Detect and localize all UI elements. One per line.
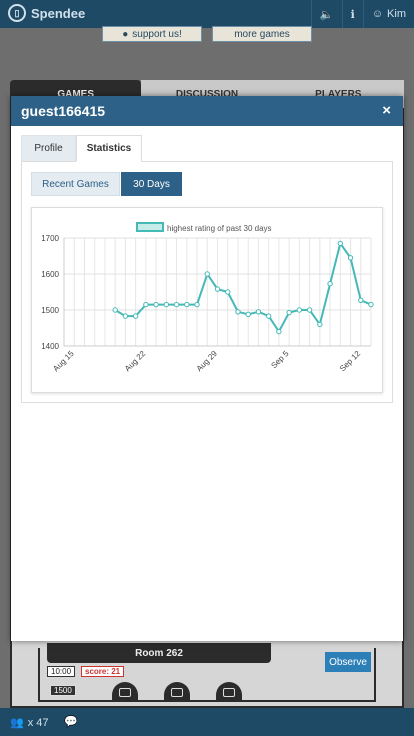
- tab-statistics[interactable]: Statistics: [76, 135, 142, 162]
- y-tick-label: 1700: [41, 234, 59, 243]
- series-points: [112, 240, 374, 335]
- legend-swatch: [136, 222, 164, 232]
- room-title: Room 262: [47, 643, 271, 663]
- data-point: [214, 286, 221, 292]
- support-button[interactable]: ● support us!: [102, 26, 202, 42]
- data-point: [306, 307, 313, 313]
- y-axis: 1400 1500 1600 1700: [41, 234, 59, 351]
- rating-chart: 1400 1500 1600 1700 Aug 15 Aug 22 Aug 29 Sep 5…: [31, 207, 383, 393]
- user-name: Kim: [387, 8, 406, 20]
- user-icon: ☺: [371, 8, 384, 20]
- observe-button[interactable]: Observe: [325, 652, 371, 672]
- data-point: [163, 301, 170, 308]
- data-point: [255, 309, 262, 315]
- data-point: [173, 301, 180, 308]
- chart-legend: highest rating of past 30 days: [136, 222, 272, 233]
- data-point: [132, 313, 139, 319]
- x-tick-label: Sep 5: [269, 349, 291, 371]
- data-point: [194, 301, 200, 308]
- online-count: x 47: [27, 716, 49, 729]
- modal-title: guest166415: [21, 103, 106, 119]
- info-icon: ℹ: [350, 8, 355, 21]
- bottom-bar: 👥 x 47 💬: [0, 708, 414, 736]
- data-point: [235, 309, 241, 315]
- top-bar: ▯ Spendee 🔈 ℹ ☺ Kim: [0, 0, 414, 28]
- sound-button[interactable]: 🔈: [310, 0, 342, 28]
- chart-grid: [63, 237, 372, 347]
- player-modal: guest166415 × Profile Statistics Recent …: [11, 96, 403, 641]
- statistics-panel: Recent Games 30 Days 1400 1500 1600 1700 Au…: [21, 162, 393, 403]
- data-point: [143, 301, 149, 308]
- y-tick-label: 1500: [41, 306, 59, 315]
- seat-icon[interactable]: [164, 682, 190, 702]
- data-point: [317, 321, 323, 328]
- seat-icon[interactable]: [216, 682, 242, 702]
- data-point: [327, 281, 333, 287]
- close-icon[interactable]: ×: [382, 102, 391, 119]
- rating-chart-svg: 1400 1500 1600 1700 Aug 15 Aug 22 Aug 29 Sep 5…: [41, 222, 374, 374]
- data-point: [204, 271, 210, 277]
- data-point: [184, 301, 190, 308]
- player-rating: 1500: [50, 685, 76, 696]
- stats-subtabs: Recent Games 30 Days: [31, 172, 182, 196]
- series-line: [114, 241, 372, 334]
- modal-tabs: Profile Statistics: [21, 135, 393, 162]
- data-point: [296, 307, 303, 313]
- support-label: support us!: [132, 28, 182, 40]
- data-point: [368, 301, 374, 308]
- chat-icon[interactable]: 💬: [64, 716, 78, 728]
- room-score: score: 21: [81, 666, 125, 677]
- seat-icon[interactable]: [112, 682, 138, 702]
- data-point: [225, 289, 231, 295]
- data-point: [122, 313, 129, 319]
- x-tick-label: Aug 22: [123, 349, 148, 374]
- data-point: [245, 311, 251, 318]
- coin-icon: ●: [122, 28, 129, 40]
- y-tick-label: 1400: [41, 342, 59, 351]
- x-tick-label: Sep 12: [338, 349, 363, 374]
- recent-games-button[interactable]: Recent Games: [31, 172, 120, 196]
- tab-profile[interactable]: Profile: [21, 135, 76, 161]
- modal-header: guest166415 ×: [11, 96, 403, 126]
- data-point: [286, 309, 292, 316]
- room-card: [38, 648, 376, 702]
- legend-label: highest rating of past 30 days: [167, 224, 272, 233]
- more-games-label: more games: [234, 28, 290, 40]
- more-games-button[interactable]: more games: [212, 26, 312, 42]
- y-tick-label: 1600: [41, 270, 59, 279]
- data-point: [276, 328, 282, 335]
- x-tick-label: Aug 29: [195, 349, 220, 374]
- data-point: [337, 240, 343, 247]
- data-point: [265, 313, 272, 319]
- speaker-icon: 🔈: [319, 8, 334, 21]
- user-menu[interactable]: ☺ Kim: [362, 0, 414, 28]
- data-point: [112, 307, 118, 313]
- data-point: [153, 301, 159, 308]
- online-users[interactable]: 👥 x 47: [10, 716, 49, 730]
- data-point: [358, 297, 364, 303]
- info-button[interactable]: ℹ: [341, 0, 363, 28]
- x-tick-label: Aug 15: [51, 349, 76, 374]
- x-axis: Aug 15 Aug 22 Aug 29 Sep 5 Sep 12: [51, 349, 362, 374]
- logo-icon: ▯: [8, 4, 26, 22]
- thirty-days-button[interactable]: 30 Days: [121, 172, 182, 196]
- users-icon: 👥: [10, 717, 24, 729]
- room-timer: 10:00: [47, 666, 76, 677]
- data-point: [347, 255, 354, 261]
- app-name: Spendee: [31, 5, 86, 21]
- brand[interactable]: ▯ Spendee: [8, 4, 85, 22]
